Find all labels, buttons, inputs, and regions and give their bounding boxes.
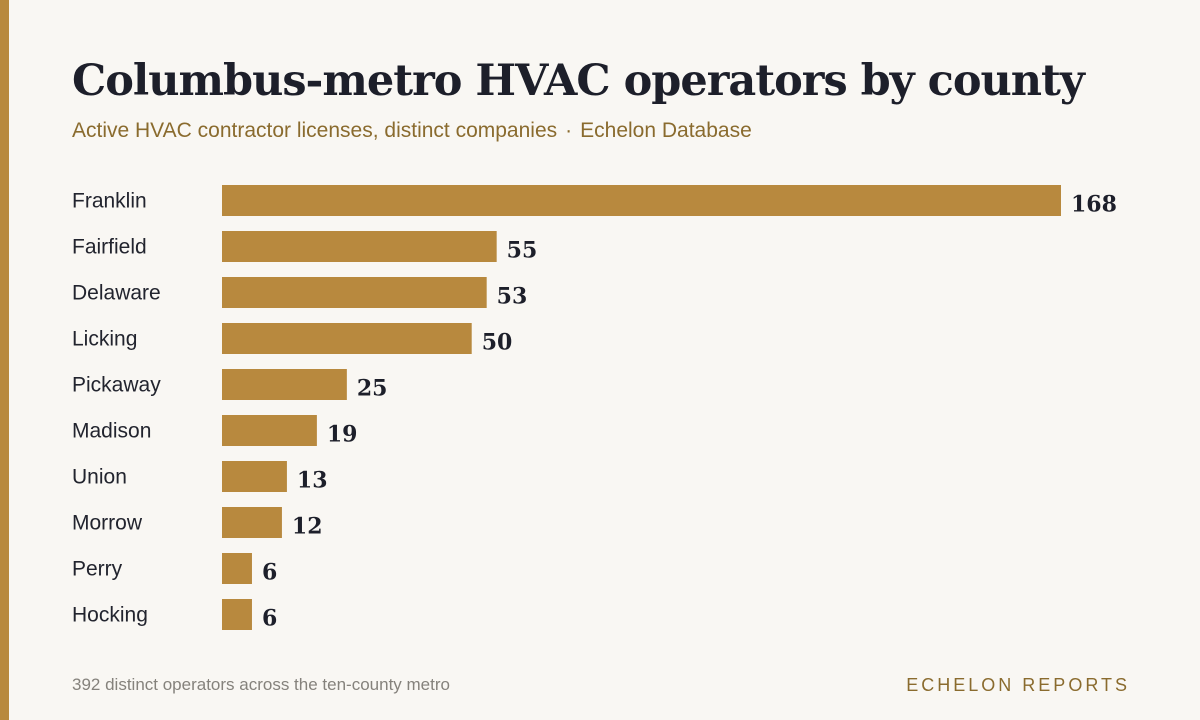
- category-label: Licking: [72, 328, 137, 351]
- category-label: Delaware: [72, 282, 161, 305]
- value-label: 6: [262, 606, 277, 632]
- bar: [222, 415, 317, 446]
- bar: [222, 461, 287, 492]
- footer-note: 392 distinct operators across the ten-co…: [72, 675, 450, 694]
- bar: [222, 553, 252, 584]
- brand-wordmark: ECHELON REPORTS: [906, 675, 1130, 695]
- category-label: Madison: [72, 420, 151, 443]
- accent-stripe: [0, 0, 9, 720]
- subtitle-description: Active HVAC contractor licenses, distinc…: [72, 119, 558, 142]
- value-label: 12: [292, 514, 323, 540]
- bar: [222, 507, 282, 538]
- category-label: Franklin: [72, 190, 147, 213]
- bar: [222, 231, 497, 262]
- subtitle-source: Echelon Database: [580, 119, 752, 142]
- category-label: Pickaway: [72, 374, 161, 397]
- chart-subtitle: Active HVAC contractor licenses, distinc…: [72, 119, 752, 143]
- value-label: 50: [482, 330, 513, 356]
- category-label: Fairfield: [72, 236, 147, 259]
- category-label: Perry: [72, 558, 123, 581]
- bar: [222, 185, 1061, 216]
- value-label: 53: [497, 284, 528, 310]
- category-label: Union: [72, 466, 127, 489]
- value-label: 55: [507, 238, 538, 264]
- bar: [222, 369, 347, 400]
- category-label: Hocking: [72, 604, 148, 627]
- bar: [222, 323, 472, 354]
- value-label: 13: [297, 468, 328, 494]
- category-label: Morrow: [72, 512, 143, 535]
- value-label: 25: [357, 376, 388, 402]
- value-label: 6: [262, 560, 277, 586]
- subtitle-separator: ·: [565, 119, 573, 142]
- value-label: 19: [327, 422, 358, 448]
- value-label: 168: [1071, 192, 1117, 218]
- bar: [222, 277, 487, 308]
- bar: [222, 599, 252, 630]
- chart-title: Columbus-metro HVAC operators by county: [72, 56, 1085, 106]
